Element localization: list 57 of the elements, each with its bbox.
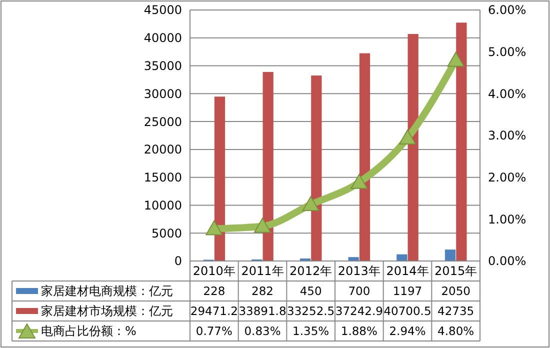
y2-tick-label: 6.00% — [488, 3, 526, 18]
data-label: 1.35% — [292, 324, 330, 338]
data-label: 33891.8 — [238, 304, 286, 318]
bar — [408, 34, 418, 261]
legend-label: 家居建材电商规模：亿元 — [41, 284, 173, 298]
data-label: 0.83% — [244, 324, 281, 338]
data-label: 1197 — [392, 284, 422, 298]
data-label: 37242.9 — [335, 304, 383, 318]
point — [254, 218, 271, 233]
data-label: 29471.2 — [190, 304, 238, 318]
bar — [214, 96, 226, 261]
x-tick-label: 2015年 — [434, 264, 478, 278]
y2-tick-label: 4.00% — [488, 86, 526, 101]
bar — [456, 22, 467, 261]
y-tick-label: 30000 — [144, 86, 182, 101]
bar — [359, 53, 370, 261]
data-label: 0.77% — [196, 324, 232, 338]
y2-tick-label: 1.00% — [488, 212, 526, 226]
legend-label: 家居建材市场规模：亿元 — [41, 304, 173, 318]
legend-label: 电商占比份额：% — [41, 324, 136, 338]
x-tick-label: 2013年 — [338, 264, 380, 278]
y-tick-label: 10000 — [144, 198, 182, 212]
y2-tick-label: 0.00% — [488, 254, 526, 268]
bar — [311, 76, 322, 261]
y-tick-label: 0 — [174, 254, 182, 268]
data-label: 4.80% — [438, 324, 474, 338]
y-tick-label: 20000 — [144, 142, 182, 157]
point — [302, 196, 320, 212]
x-tick-label: 2010年 — [192, 264, 236, 278]
y2-tick-label: 5.00% — [488, 45, 526, 60]
point — [447, 52, 464, 67]
y-tick-label: 25000 — [144, 114, 182, 129]
data-label: 42735 — [438, 304, 474, 318]
y2-tick-label: 3.00% — [488, 128, 526, 143]
data-label: 282 — [252, 284, 274, 298]
data-label: 1.88% — [340, 324, 378, 338]
y-tick-label: 45000 — [144, 3, 182, 18]
bar — [444, 250, 456, 261]
data-label: 2050 — [441, 284, 470, 298]
x-tick-label: 2014年 — [386, 264, 429, 278]
data-label: 700 — [348, 284, 370, 298]
y-tick-label: 5000 — [151, 226, 182, 240]
x-tick-label: 2012年 — [290, 264, 332, 278]
point — [206, 220, 223, 236]
data-label: 33252.5 — [287, 304, 335, 318]
y2-tick-label: 2.00% — [488, 170, 526, 185]
data-label: 2.94% — [389, 324, 426, 338]
bar — [262, 72, 274, 261]
data-label: 450 — [300, 284, 322, 298]
y-tick-label: 35000 — [144, 58, 182, 73]
point — [399, 130, 416, 145]
x-tick-label: 2011年 — [241, 264, 284, 278]
y-tick-label: 15000 — [144, 170, 182, 185]
data-label: 228 — [203, 284, 226, 298]
point — [350, 174, 368, 189]
y-tick-label: 40000 — [144, 31, 182, 46]
data-label: 40700.5 — [384, 304, 432, 318]
